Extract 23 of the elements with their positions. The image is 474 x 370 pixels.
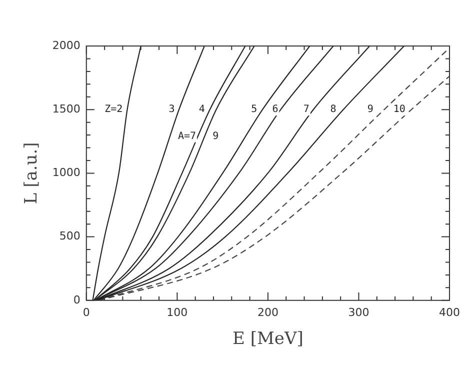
- y-tick-label: 1000: [52, 166, 80, 180]
- y-tick-label: 1500: [52, 102, 80, 116]
- y-tick-label: 500: [59, 230, 80, 243]
- annotation: 5: [251, 104, 258, 116]
- y-tick-label: 2000: [52, 38, 80, 52]
- annotation: 8: [330, 104, 336, 116]
- annotation: Z=2: [104, 104, 123, 116]
- annotation: 4: [198, 104, 205, 116]
- annotation: 3: [168, 104, 175, 116]
- annotation: 7: [303, 104, 310, 116]
- annotation: A=7: [178, 130, 196, 142]
- x-tick-label: 400: [439, 306, 460, 319]
- annotation: 6: [272, 104, 278, 116]
- x-axis-title: E [MeV]: [232, 329, 304, 350]
- annotation: 9: [212, 130, 219, 142]
- annotation: 10: [393, 104, 406, 116]
- y-tick-label: 0: [73, 293, 80, 306]
- annotation: 9: [367, 104, 374, 116]
- x-tick-label: 300: [348, 306, 370, 319]
- y-axis-title: L [a.u.]: [22, 142, 42, 204]
- x-tick-label: 100: [166, 306, 188, 319]
- x-tick-label: 0: [82, 306, 90, 319]
- x-tick-label: 200: [257, 306, 278, 319]
